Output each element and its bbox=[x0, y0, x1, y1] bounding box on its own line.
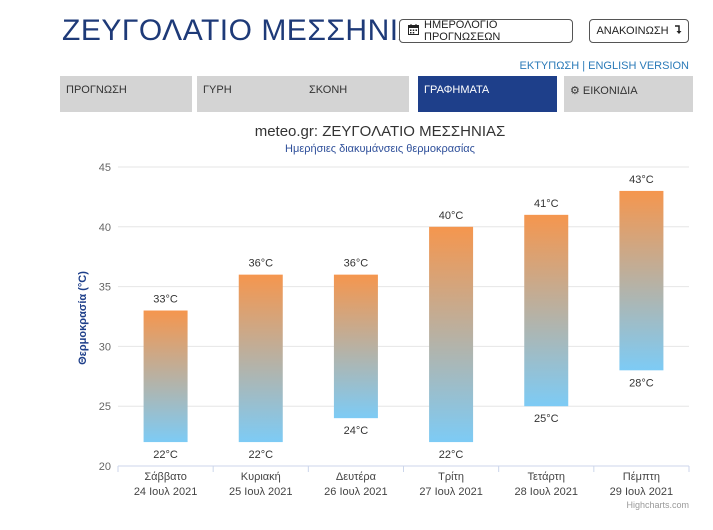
y-tick-label: 45 bbox=[99, 162, 111, 174]
page-title: ΖΕΥΓΟΛΑΤΙΟ ΜΕΣΣΗΝΙΑΣ bbox=[62, 14, 439, 47]
x-tick-date-label: 28 Ιουλ 2021 bbox=[514, 486, 578, 498]
chart-labels: 33°C 22°C Σάββατο 24 Ιουλ 2021 36°C 22°C Κυρια… bbox=[134, 174, 673, 498]
chart-credit[interactable]: Highcharts.com bbox=[626, 500, 689, 510]
y-tick-label: 20 bbox=[99, 461, 111, 473]
y-tick-label: 40 bbox=[99, 222, 111, 234]
x-tick-day-label: Κυριακή bbox=[241, 471, 281, 483]
min-temp-label: 24°C bbox=[344, 425, 369, 437]
max-temp-label: 33°C bbox=[153, 294, 178, 306]
x-tick-day-label: Σάββατο bbox=[144, 471, 186, 483]
y-tick-label: 25 bbox=[99, 401, 111, 413]
calendar-icon bbox=[408, 24, 419, 38]
x-tick-day-label: Τρίτη bbox=[438, 471, 464, 483]
calendar-button-label: ΗΜΕΡΟΛΟΓΙΟ ΠΡΟΓΝΩΣΕΩΝ bbox=[424, 19, 501, 43]
y-tick-label: 35 bbox=[99, 282, 111, 294]
max-temp-label: 40°C bbox=[439, 210, 464, 222]
print-link[interactable]: ΕΚΤΥΠΩΣΗ bbox=[519, 60, 580, 72]
temperature-range-bar[interactable] bbox=[524, 214, 569, 407]
x-tick-day-label: Πέμπτη bbox=[623, 471, 660, 483]
temperature-range-bar[interactable] bbox=[429, 226, 474, 443]
x-tick-date-label: 27 Ιουλ 2021 bbox=[419, 486, 483, 498]
tab-forecast[interactable]: ΠΡΟΓΝΩΣΗ bbox=[60, 76, 192, 112]
chart-title: meteo.gr: ΖΕΥΓΟΛΑΤΙΟ ΜΕΣΣΗΝΙΑΣ bbox=[255, 123, 506, 140]
min-temp-label: 25°C bbox=[534, 413, 559, 425]
chart-subtitle: Ημερήσιες διακυμάνσεις θερμοκρασίας bbox=[285, 143, 475, 155]
announcement-button-label: ΑΝΑΚΟΙΝΩΣΗ bbox=[596, 25, 669, 37]
y-axis-label: Θερμοκρασία (°C) bbox=[77, 271, 89, 365]
gear-icon: ⚙ bbox=[570, 85, 580, 97]
x-tick-date-label: 25 Ιουλ 2021 bbox=[229, 486, 293, 498]
tab-label: ΓΡΑΦΗΜΑΤΑ bbox=[424, 84, 490, 96]
min-temp-label: 22°C bbox=[153, 449, 178, 461]
temperature-range-bar[interactable] bbox=[619, 190, 664, 371]
announcement-button[interactable]: ΑΝΑΚΟΙΝΩΣΗ bbox=[589, 19, 689, 43]
min-temp-label: 22°C bbox=[248, 449, 273, 461]
max-temp-label: 36°C bbox=[248, 258, 273, 270]
english-version-link[interactable]: ENGLISH VERSION bbox=[588, 60, 689, 72]
temperature-range-bar[interactable] bbox=[238, 274, 283, 443]
y-tick-label: 30 bbox=[99, 341, 111, 353]
temperature-range-bar[interactable] bbox=[333, 274, 378, 419]
chart-grid: 20 25 30 35 40 45 bbox=[99, 162, 690, 473]
forecast-calendar-button[interactable]: ΗΜΕΡΟΛΟΓΙΟ ΠΡΟΓΝΩΣΕΩΝ bbox=[399, 19, 573, 43]
tab-bar: ΠΡΟΓΝΩΣΗ ΓΥΡΗ ΣΚΟΝΗ ΓΡΑΦΗΜΑΤΑ ⚙ ΕΙΚΟΝΙΔΙΑ bbox=[60, 76, 693, 112]
max-temp-label: 41°C bbox=[534, 198, 559, 210]
tab-label: ΣΚΟΝΗ bbox=[309, 84, 348, 96]
link-separator: | bbox=[582, 60, 586, 72]
min-temp-label: 22°C bbox=[439, 449, 464, 461]
tab-charts[interactable]: ΓΡΑΦΗΜΑΤΑ bbox=[418, 76, 557, 112]
max-temp-label: 36°C bbox=[344, 258, 369, 270]
tab-label: ΓΥΡΗ bbox=[203, 84, 232, 96]
tab-label: ΕΙΚΟΝΙΔΙΑ bbox=[582, 85, 638, 97]
arrow-turn-down-icon bbox=[674, 24, 682, 38]
tab-dust[interactable]: ΣΚΟΝΗ bbox=[303, 76, 409, 112]
tab-label: ΠΡΟΓΝΩΣΗ bbox=[66, 84, 127, 96]
temperature-range-bar[interactable] bbox=[143, 310, 188, 443]
x-tick-day-label: Δευτέρα bbox=[336, 471, 377, 483]
x-tick-date-label: 29 Ιουλ 2021 bbox=[610, 486, 674, 498]
x-tick-day-label: Τετάρτη bbox=[527, 471, 565, 483]
x-tick-date-label: 24 Ιουλ 2021 bbox=[134, 486, 198, 498]
chart-bars bbox=[143, 190, 664, 443]
min-temp-label: 28°C bbox=[629, 377, 654, 389]
x-tick-date-label: 26 Ιουλ 2021 bbox=[324, 486, 388, 498]
header-links: ΕΚΤΥΠΩΣΗ | ENGLISH VERSION bbox=[520, 60, 689, 72]
tab-icons[interactable]: ⚙ ΕΙΚΟΝΙΔΙΑ bbox=[564, 76, 693, 112]
max-temp-label: 43°C bbox=[629, 174, 654, 186]
